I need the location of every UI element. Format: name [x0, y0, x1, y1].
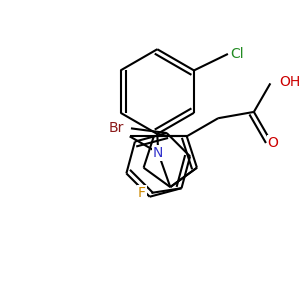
Text: Cl: Cl — [230, 47, 244, 61]
Text: OH: OH — [279, 75, 300, 89]
Text: O: O — [268, 136, 279, 150]
Text: Br: Br — [109, 121, 124, 135]
Text: F: F — [138, 186, 146, 200]
Text: N: N — [153, 146, 164, 160]
